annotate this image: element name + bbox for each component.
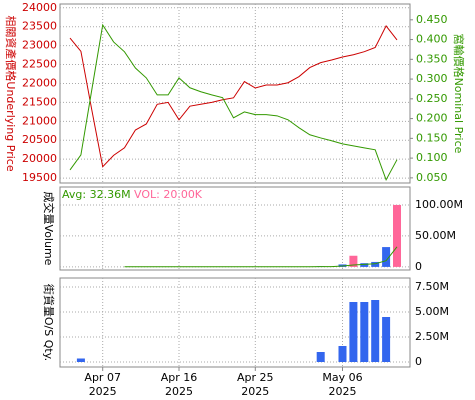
y2-tick-label: 0.050 [416, 171, 448, 184]
bar [360, 263, 369, 267]
y-tick-label: 23000 [22, 39, 57, 52]
y-tick-label: 50.00M [415, 229, 456, 242]
plot-area [59, 277, 411, 368]
bar [382, 317, 391, 362]
x-tick-label: May 06 2025 [322, 371, 363, 398]
bar [316, 352, 325, 362]
y-tick-label: 0 [415, 260, 422, 273]
y-axis-label: 街貨量O/S Qty. [42, 284, 56, 361]
y2-tick-label: 0.350 [416, 52, 448, 65]
y2-tick-label: 0.400 [416, 33, 448, 46]
bar [349, 302, 358, 362]
y-tick-label: 2.50M [415, 330, 449, 343]
y-axis-label: 成交量Volume [42, 192, 56, 266]
price-line [69, 25, 398, 168]
y2-tick-label: 0.200 [416, 112, 448, 125]
y-tick-label: 20500 [22, 133, 57, 146]
y-axis-label: 相關資產價格Underlying Price [4, 15, 18, 171]
price-line [69, 23, 398, 182]
bar [338, 346, 347, 362]
avg-line [124, 246, 398, 268]
bar [371, 300, 380, 362]
x-tick-label: Apr 07 2025 [84, 371, 121, 398]
bar [76, 358, 85, 362]
x-tick-label: Apr 25 2025 [237, 371, 274, 398]
bar [349, 255, 358, 267]
y-tick-label: 19500 [22, 171, 57, 184]
y-tick-label: 21500 [22, 95, 57, 108]
y2-tick-label: 0.100 [416, 151, 448, 164]
y-tick-label: 5.00M [415, 305, 449, 318]
bar [393, 204, 401, 267]
y2-tick-label: 0.250 [416, 92, 448, 105]
bar [382, 247, 391, 267]
y-tick-label: 22000 [22, 76, 57, 89]
y-tick-label: 20000 [22, 152, 57, 165]
bar [360, 302, 369, 362]
y-tick-label: 24000 [22, 1, 57, 14]
plot-area [59, 3, 411, 184]
y2-tick-label: 0.300 [416, 72, 448, 85]
legend-label: VOL: 20.00K [134, 188, 203, 201]
y2-axis-label: 窩輪價格Nominal Price [452, 34, 466, 154]
legend-label: Avg: 32.36M [62, 188, 131, 201]
bar [371, 261, 380, 267]
y-tick-label: 100.00M [415, 198, 463, 211]
y2-tick-label: 0.450 [416, 13, 448, 26]
y-tick-label: 23500 [22, 20, 57, 33]
y-tick-label: 21000 [22, 114, 57, 127]
x-tick-label: Apr 16 2025 [160, 371, 198, 398]
y2-tick-label: 0.150 [416, 131, 448, 144]
y-tick-label: 0 [415, 355, 422, 368]
y-tick-label: 7.50M [415, 280, 449, 293]
y-tick-label: 22500 [22, 58, 57, 71]
